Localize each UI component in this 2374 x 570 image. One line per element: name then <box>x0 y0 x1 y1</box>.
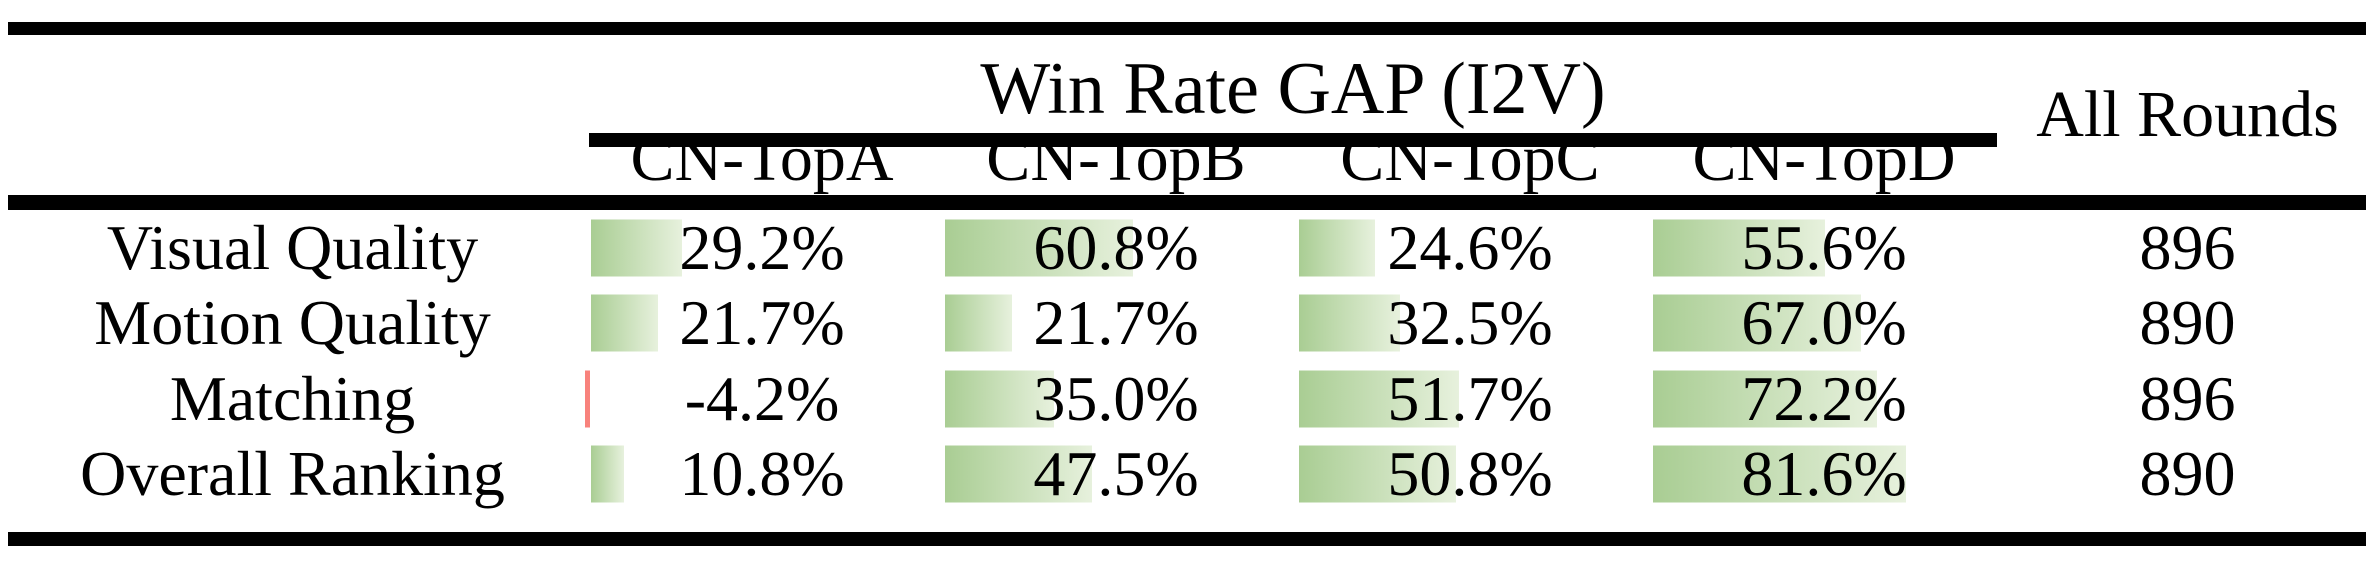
table-row: Motion Quality 21.7% 21.7% 32.5% 67.0% 8… <box>0 286 2374 362</box>
table-row: Overall Ranking 10.8% 47.5% 50.8% 81.6% … <box>0 437 2374 513</box>
data-bar <box>1653 294 1861 352</box>
value-cell: 81.6% <box>1647 437 2001 513</box>
body-bottom-padding <box>0 512 2374 532</box>
table-top-rule <box>8 22 2366 35</box>
value-text: 35.0% <box>1033 362 1199 434</box>
column-header-cn-topc: CN-TopC <box>1340 121 1600 195</box>
title-underline-rule <box>589 133 1997 147</box>
data-bar <box>1299 294 1400 352</box>
all-rounds-value: 896 <box>2139 362 2236 434</box>
column-header-all-rounds: All Rounds <box>2036 78 2339 151</box>
value-cell: 21.7% <box>939 286 1293 362</box>
value-text: 47.5% <box>1033 438 1199 510</box>
value-text: 21.7% <box>1033 287 1199 359</box>
value-cell: 10.8% <box>585 437 939 513</box>
data-bar <box>945 445 1093 503</box>
value-cell: 72.2% <box>1647 361 2001 437</box>
column-header-cn-topa: CN-TopA <box>630 121 894 195</box>
value-text: 50.8% <box>1387 438 1553 510</box>
data-bar <box>1299 370 1460 428</box>
value-cell: 32.5% <box>1293 286 1647 362</box>
value-text: 67.0% <box>1741 287 1907 359</box>
table-bottom-rule <box>8 532 2366 546</box>
value-text: 51.7% <box>1387 362 1553 434</box>
data-bar <box>1299 445 1457 503</box>
value-cell: 21.7% <box>585 286 939 362</box>
column-header-cn-topb: CN-TopB <box>986 121 1246 195</box>
column-header-cn-topd: CN-TopD <box>1692 121 1956 195</box>
data-bar <box>1299 219 1376 277</box>
data-bar <box>591 445 625 503</box>
value-cell: 24.6% <box>1293 210 1647 286</box>
value-text: -4.2% <box>684 362 840 434</box>
value-cell: 47.5% <box>939 437 1293 513</box>
data-bar <box>945 370 1054 428</box>
value-text: 21.7% <box>679 287 845 359</box>
value-text: 32.5% <box>1387 287 1553 359</box>
data-bar <box>945 294 1013 352</box>
value-cell: 67.0% <box>1647 286 2001 362</box>
row-label: Overall Ranking <box>80 438 505 510</box>
data-bar <box>945 219 1134 277</box>
table-header: Win Rate GAP (I2V) CN-TopA CN-TopB CN-To… <box>0 35 2374 195</box>
value-text: 29.2% <box>679 211 845 283</box>
row-label: Motion Quality <box>94 287 491 359</box>
table-title: Win Rate GAP (I2V) <box>980 48 1606 130</box>
table-row: Visual Quality 29.2% 60.8% 24.6% 55.6% 8… <box>0 210 2374 286</box>
data-bar <box>591 219 682 277</box>
value-text: 60.8% <box>1033 211 1199 283</box>
table-body: Visual Quality 29.2% 60.8% 24.6% 55.6% 8… <box>0 210 2374 512</box>
row-label: Matching <box>169 362 416 434</box>
data-bar <box>591 294 659 352</box>
all-rounds-value: 890 <box>2139 438 2236 510</box>
value-cell: 51.7% <box>1293 361 1647 437</box>
data-bar <box>585 370 590 428</box>
value-text: 72.2% <box>1741 362 1907 434</box>
row-label: Visual Quality <box>106 211 479 283</box>
value-cell: 29.2% <box>585 210 939 286</box>
value-text: 24.6% <box>1387 211 1553 283</box>
data-bar <box>1653 219 1826 277</box>
all-rounds-value: 896 <box>2139 211 2236 283</box>
table-row: Matching -4.2% 35.0% 51.7% 72.2% 896 <box>0 361 2374 437</box>
value-text: 10.8% <box>679 438 845 510</box>
value-cell: 35.0% <box>939 361 1293 437</box>
value-text: 81.6% <box>1741 438 1907 510</box>
value-cell: 55.6% <box>1647 210 2001 286</box>
data-bar <box>1653 370 1877 428</box>
value-text: 55.6% <box>1741 211 1907 283</box>
value-cell: 50.8% <box>1293 437 1647 513</box>
header-separator-rule <box>8 195 2366 210</box>
all-rounds-value: 890 <box>2139 287 2236 359</box>
data-bar <box>1653 445 1906 503</box>
value-cell: -4.2% <box>585 361 939 437</box>
value-cell: 60.8% <box>939 210 1293 286</box>
